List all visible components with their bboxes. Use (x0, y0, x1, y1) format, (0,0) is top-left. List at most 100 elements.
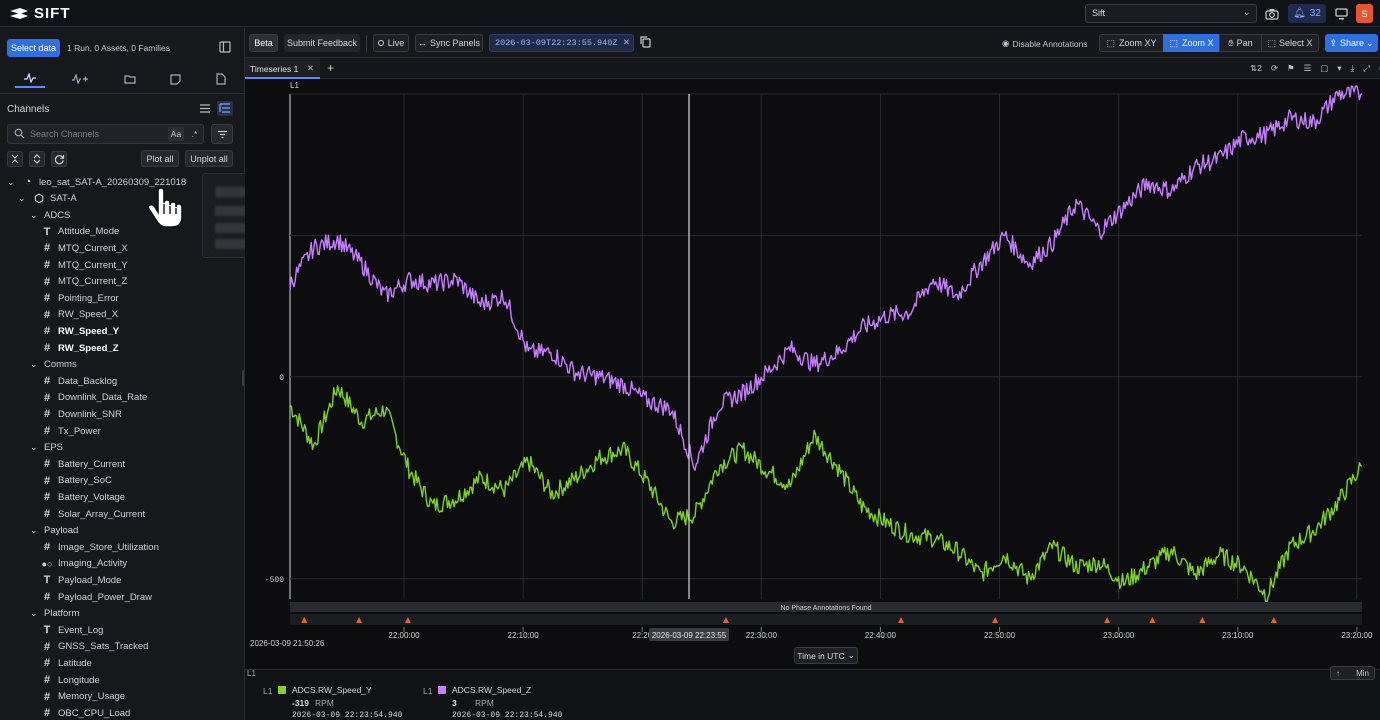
note-icon[interactable]: ▢ (1320, 63, 1329, 73)
channel-item-gnss-sats-tracked[interactable]: # GNSS_Sats_Tracked (40, 639, 149, 655)
channel-item-solar-array-current[interactable]: # Solar_Array_Current (40, 506, 145, 522)
channel-item-event-log[interactable]: T Event_Log (40, 622, 104, 638)
tab-calculated-channels-icon[interactable] (65, 70, 95, 88)
monitor-icon[interactable] (1332, 4, 1350, 23)
cursor-timestamp-input[interactable]: 2026-03-09T22:23:55.940Z ✕ (489, 34, 634, 52)
channel-item-obc-cpu-load[interactable]: # OBC_CPU_Load (40, 705, 130, 720)
clear-timestamp-icon[interactable]: ✕ (622, 37, 630, 47)
refresh-button[interactable] (51, 151, 67, 167)
tree-view-icon[interactable] (217, 101, 233, 116)
settings-sliders-icon[interactable]: ☰ (1303, 63, 1312, 73)
notifications-button[interactable]: 🔔︎ 32 (1288, 4, 1326, 23)
case-sensitive-toggle[interactable]: Aa (168, 127, 184, 141)
submit-feedback-button[interactable]: Submit Feedback (284, 34, 360, 52)
select-data-button[interactable]: Select data (7, 39, 60, 57)
channel-item-downlink-snr[interactable]: # Downlink_SNR (40, 406, 122, 422)
time-format-select[interactable]: Time in UTC ⌄ (794, 647, 858, 664)
channel-item-mtq-current-y[interactable]: # MTQ_Current_Y (40, 257, 128, 273)
channel-item-memory-usage[interactable]: # Memory_Usage (40, 689, 125, 705)
tree-run[interactable]: ⌄ ◔ leo_sat_SAT-A_20260309_221018 (7, 174, 186, 190)
series-line-adcs-rw-speed-z (289, 85, 1363, 471)
tab-reports-icon[interactable] (206, 70, 236, 88)
avatar[interactable]: S (1356, 4, 1373, 23)
zoom-x-button[interactable]: ⬚ Zoom X (1163, 34, 1220, 52)
live-button[interactable]: Live (373, 34, 409, 52)
tree-group-comms[interactable]: ⌄ Comms (30, 357, 77, 373)
share-button[interactable]: ⇪ Share ⌄ (1325, 34, 1378, 52)
pan-button[interactable]: ✋︎ Pan (1219, 34, 1262, 52)
tree-group-eps[interactable]: ⌄ EPS (30, 440, 63, 456)
download-icon[interactable]: ⤓ (1350, 63, 1355, 73)
channel-item-imaging-activity[interactable]: ●○ Imaging_Activity (40, 556, 128, 572)
add-tab-button[interactable]: + (327, 61, 335, 75)
search-channels-input[interactable]: Search Channels Aa .* (7, 124, 204, 144)
channel-item-battery-current[interactable]: # Battery_Current (40, 456, 125, 472)
event-warning-icon (1270, 617, 1277, 623)
event-strip (290, 614, 1362, 625)
tree-group-adcs[interactable]: ⌄ ADCS (30, 207, 70, 223)
channel-item-battery-soc[interactable]: # Battery_SoC (40, 473, 112, 489)
channel-item-payload-power-draw[interactable]: # Payload_Power_Draw (40, 589, 152, 605)
tab-timeseries-1[interactable]: Timeseries 1 ✕ (245, 58, 320, 79)
tab-channels-icon[interactable] (15, 70, 45, 88)
y-tick-label: 0 (279, 374, 284, 383)
channel-item-rw-speed-z[interactable]: # RW_Speed_Z (40, 340, 119, 356)
tree-asset[interactable]: ⌄ ⬡ SAT-A (18, 191, 77, 207)
collapse-icon (11, 154, 19, 164)
channel-item-latitude[interactable]: # Latitude (40, 655, 92, 671)
channel-item-longitude[interactable]: # Longitude (40, 672, 100, 688)
marker-icon[interactable]: ⚑ (1286, 63, 1295, 73)
sidebar-resize-handle[interactable] (242, 370, 244, 386)
channel-item-rw-speed-x[interactable]: # RW_Speed_X (40, 307, 118, 323)
boolean-type-icon: ●○ (41, 558, 53, 569)
channel-item-data-backlog[interactable]: # Data_Backlog (40, 373, 117, 389)
select-x-button[interactable]: ⬚ Select X (1261, 34, 1319, 52)
org-select[interactable]: Sift ⌄ (1085, 4, 1257, 23)
expand-all-button[interactable] (29, 151, 45, 167)
chevron-down-icon[interactable]: ▾ (1337, 63, 1342, 73)
copy-icon[interactable] (640, 36, 651, 51)
layers-button[interactable]: ⇅2 (1250, 63, 1262, 73)
tree-group-payload[interactable]: ⌄ Payload (30, 523, 78, 539)
camera-icon[interactable] (1262, 4, 1282, 23)
channel-item-rw-speed-y[interactable]: # RW_Speed_Y (40, 323, 119, 339)
channel-item-payload-mode[interactable]: T Payload_Mode (40, 572, 122, 588)
channel-item-memory-usage-label: Memory_Usage (58, 691, 126, 703)
tab-annotations-icon[interactable] (160, 70, 190, 88)
close-tab-icon[interactable]: ✕ (306, 63, 314, 73)
filter-button[interactable] (211, 124, 233, 144)
regex-toggle[interactable]: .* (191, 129, 198, 139)
tab-assets-icon[interactable] (115, 70, 145, 88)
sift-logo[interactable]: SIFT (8, 5, 71, 22)
list-view-icon[interactable] (199, 103, 211, 117)
channel-item-pointing-error[interactable]: # Pointing_Error (40, 290, 119, 306)
disable-annotations-toggle[interactable]: ◉ Disable Annotations (1002, 38, 1088, 49)
timeseries-chart[interactable]: L1 22:00:00 22:10:00 22:20 22:30:00 22:40:00 2… (245, 79, 1380, 669)
chart-svg[interactable]: L1 22:00:00 22:10:00 22:20 22:30:00 22:40:00 2… (245, 79, 1380, 669)
fullscreen-icon[interactable]: ⤢ (1363, 63, 1371, 73)
chevron-down-icon: ⌄ (30, 525, 38, 536)
channel-item-mtq-current-x[interactable]: # MTQ_Current_X (40, 240, 128, 256)
legend-item[interactable]: L1 ADCS.RW_Speed_Z 3 RPM 2026-03-09 22:23:54… (423, 684, 573, 720)
channel-item-tx-power[interactable]: # Tx_Power (40, 423, 101, 439)
link-icon[interactable]: ⟳ (1270, 63, 1278, 73)
legend-sort-min-button[interactable]: ↑ Min (1330, 666, 1375, 680)
zoom-xy-button[interactable]: ⬚ Zoom XY (1099, 34, 1164, 52)
unplot-all-button[interactable]: Unplot all (185, 150, 233, 167)
plot-all-button[interactable]: Plot all (141, 150, 179, 167)
run-stopwatch-icon: ◔ (24, 176, 32, 188)
numeric-type-icon: # (43, 308, 51, 321)
collapse-sidebar-icon[interactable] (219, 41, 231, 56)
channel-item-battery-voltage[interactable]: # Battery_Voltage (40, 489, 125, 505)
tree-group-platform[interactable]: ⌄ Platform (30, 606, 79, 622)
channel-item-downlink-data-rate[interactable]: # Downlink_Data_Rate (40, 390, 147, 406)
channel-item-mtq-current-z[interactable]: # MTQ_Current_Z (40, 274, 127, 290)
channel-item-attitude-mode[interactable]: T Attitude_Mode (40, 224, 120, 240)
channel-item-longitude-label: Longitude (58, 674, 100, 686)
channel-item-rw-speed-z-label: RW_Speed_Z (58, 342, 119, 354)
numeric-type-icon: # (43, 458, 51, 471)
sync-panels-button[interactable]: ↔ Sync Panels (415, 34, 483, 52)
channel-item-image-store-utilization[interactable]: # Image_Store_Utilization (40, 539, 159, 555)
legend-item[interactable]: L1 ADCS.RW_Speed_Y -319 RPM 2026-03-09 22:23… (263, 684, 413, 720)
collapse-all-button[interactable] (7, 151, 23, 167)
